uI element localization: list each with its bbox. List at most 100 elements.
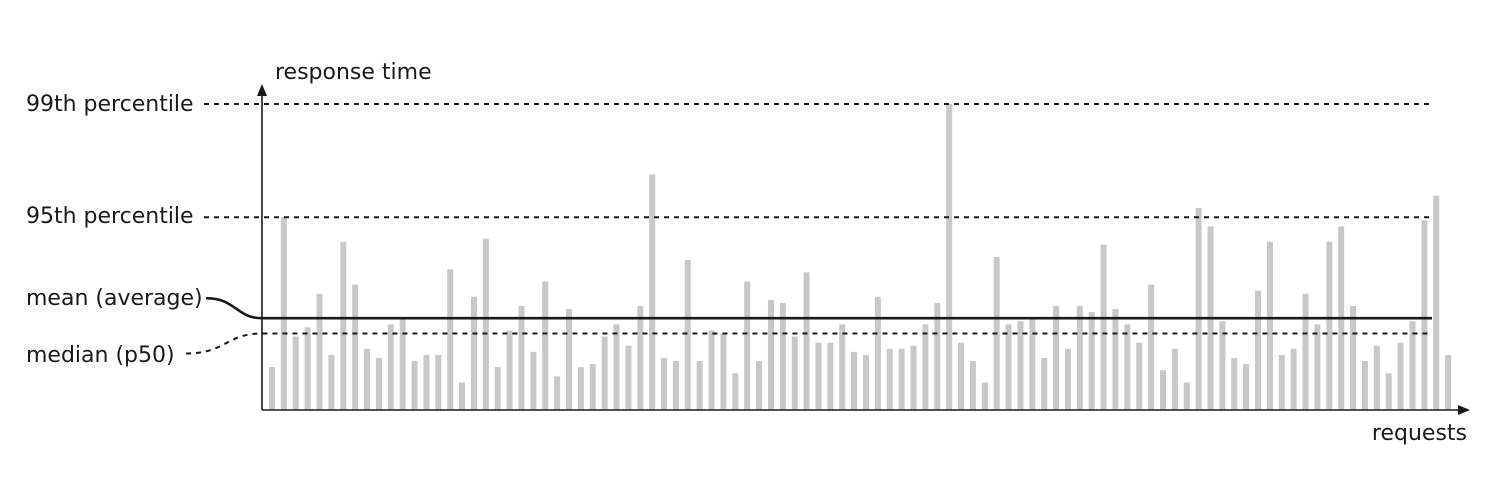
bar xyxy=(1314,324,1321,410)
bar xyxy=(1361,361,1368,410)
bar xyxy=(767,299,774,410)
bar xyxy=(1326,241,1333,410)
bar xyxy=(375,357,382,410)
bar xyxy=(1160,370,1166,410)
bar xyxy=(328,354,335,410)
bar xyxy=(530,351,537,410)
bar xyxy=(1017,321,1024,410)
bar xyxy=(340,241,347,410)
bar xyxy=(922,324,929,410)
mean-label: mean (average) xyxy=(26,286,203,311)
bar xyxy=(1195,208,1202,410)
bar xyxy=(696,361,703,410)
median-label: median (p50) xyxy=(26,343,175,368)
mean-line xyxy=(205,296,1432,320)
bar xyxy=(625,345,632,410)
bar xyxy=(946,104,953,410)
p99-label: 99th percentile xyxy=(26,92,194,117)
bar xyxy=(672,361,679,410)
bar xyxy=(292,336,299,410)
bar xyxy=(910,345,917,410)
bar xyxy=(874,296,881,410)
bar xyxy=(803,272,810,410)
bar xyxy=(1231,357,1238,410)
median-line xyxy=(185,332,1432,355)
bar xyxy=(304,327,311,410)
bar xyxy=(613,324,620,410)
bar xyxy=(1171,348,1178,410)
bar xyxy=(886,348,893,410)
bar xyxy=(364,348,371,410)
bar xyxy=(1385,373,1392,410)
bar xyxy=(423,354,430,410)
bar xyxy=(589,364,596,410)
y-axis-arrow xyxy=(257,84,267,96)
bar xyxy=(744,281,751,410)
bar xyxy=(661,357,668,410)
bar xyxy=(1029,318,1036,410)
bar xyxy=(435,354,442,410)
bar xyxy=(1266,241,1273,410)
bar xyxy=(637,305,644,410)
bar xyxy=(1445,354,1452,410)
bar xyxy=(791,336,798,410)
bar xyxy=(1041,357,1048,410)
bar xyxy=(1148,284,1155,410)
bar xyxy=(1290,348,1297,410)
bar xyxy=(566,309,572,410)
bar xyxy=(1076,305,1083,410)
bar xyxy=(839,324,846,410)
bar xyxy=(577,367,584,410)
bar xyxy=(506,330,513,410)
x-axis-arrow xyxy=(1458,405,1470,415)
bar xyxy=(649,174,656,410)
bar xyxy=(1136,342,1143,410)
bar xyxy=(1421,220,1428,410)
bar xyxy=(447,269,454,410)
bar xyxy=(1373,345,1380,410)
bar xyxy=(280,217,287,410)
bar xyxy=(482,238,489,410)
bar xyxy=(969,361,976,410)
bar xyxy=(851,351,858,410)
bar xyxy=(1064,348,1071,410)
bar xyxy=(1409,321,1416,410)
bar xyxy=(518,305,525,410)
bar xyxy=(1255,290,1262,410)
bar xyxy=(399,318,406,410)
bar xyxy=(1302,293,1309,410)
bar xyxy=(542,281,549,410)
bar xyxy=(708,330,715,410)
bar xyxy=(1088,312,1095,410)
bar xyxy=(934,302,941,410)
bar xyxy=(863,354,869,410)
bar xyxy=(1219,321,1226,410)
bar xyxy=(779,302,786,410)
bar xyxy=(316,293,323,410)
bar xyxy=(411,361,418,410)
bar xyxy=(352,284,359,410)
bar xyxy=(1124,324,1131,410)
bars-group xyxy=(269,104,1452,410)
bar xyxy=(554,376,561,410)
bar xyxy=(1350,305,1357,410)
y-axis-label: response time xyxy=(275,60,432,85)
bar xyxy=(601,336,608,410)
bar xyxy=(1183,382,1190,410)
bar xyxy=(827,342,834,410)
bar xyxy=(1005,324,1012,410)
bar xyxy=(1053,305,1060,410)
bar xyxy=(1112,309,1119,410)
bar xyxy=(1243,364,1250,410)
bar xyxy=(815,342,822,410)
bar xyxy=(470,296,477,410)
p95-label: 95th percentile xyxy=(26,204,194,229)
bar xyxy=(720,333,727,410)
bar xyxy=(269,367,275,410)
bar xyxy=(756,361,763,410)
bar xyxy=(1100,244,1107,410)
bar xyxy=(981,382,988,410)
bar xyxy=(459,382,466,410)
x-axis-label: requests xyxy=(1372,421,1467,446)
